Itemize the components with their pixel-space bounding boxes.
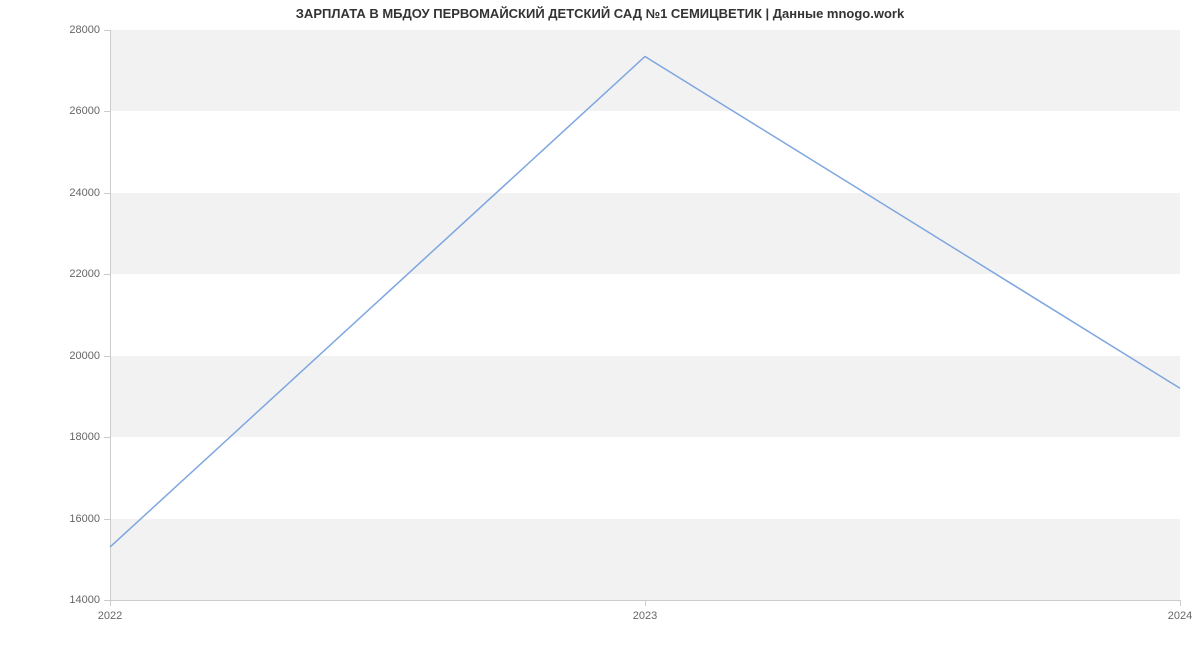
chart-title: ЗАРПЛАТА В МБДОУ ПЕРВОМАЙСКИЙ ДЕТСКИЙ СА… [0,6,1200,21]
y-tick-label: 22000 [40,268,100,280]
line-layer [110,30,1180,600]
x-tick-label: 2023 [633,610,657,622]
x-tick-mark [1180,600,1181,606]
y-tick-label: 20000 [40,350,100,362]
y-tick-label: 16000 [40,513,100,525]
y-tick-label: 24000 [40,187,100,199]
x-tick-mark [110,600,111,606]
y-tick-label: 28000 [40,24,100,36]
plot-area: 1400016000180002000022000240002600028000… [110,30,1180,600]
x-tick-label: 2022 [98,610,122,622]
salary-line-chart: ЗАРПЛАТА В МБДОУ ПЕРВОМАЙСКИЙ ДЕТСКИЙ СА… [0,0,1200,650]
x-tick-mark [645,600,646,606]
y-tick-label: 18000 [40,431,100,443]
series-line-salary [110,56,1180,547]
x-tick-label: 2024 [1168,610,1192,622]
y-tick-label: 14000 [40,594,100,606]
y-tick-label: 26000 [40,105,100,117]
